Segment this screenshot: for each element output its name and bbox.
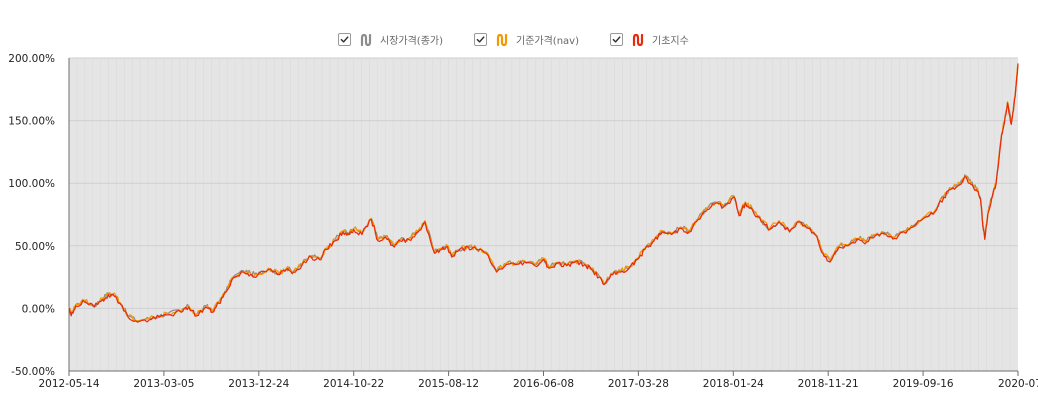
x-tick-label: 2016-06-08 <box>513 378 574 390</box>
y-tick-label: 50.00% <box>15 241 55 253</box>
y-tick-label: 200.00% <box>8 53 55 65</box>
legend-label: 기준가격(nav) <box>516 35 579 47</box>
x-tick-label: 2018-11-21 <box>798 378 859 390</box>
series-glyph-icon <box>631 32 645 47</box>
y-tick-label: 150.00% <box>8 116 55 128</box>
legend-item[interactable]: 기초지수 <box>610 28 689 50</box>
x-tick-label: 2013-03-05 <box>133 378 194 390</box>
legend-item[interactable]: 기준가격(nav) <box>474 28 579 50</box>
x-tick-label: 2013-12-24 <box>228 378 289 390</box>
series-line <box>68 64 1019 323</box>
checkbox-icon[interactable] <box>474 32 487 46</box>
y-tick-label: -50.00% <box>11 366 55 378</box>
y-tick-label: 100.00% <box>8 178 55 190</box>
legend-item[interactable]: 시장가격(종가) <box>338 28 443 50</box>
checkbox-icon[interactable] <box>610 32 623 46</box>
legend-label: 시장가격(종가) <box>380 35 444 47</box>
series-line <box>68 62 1019 322</box>
x-tick-label: 2015-08-12 <box>418 378 479 390</box>
series-glyph-icon <box>359 32 373 47</box>
legend-label: 기초지수 <box>652 35 689 47</box>
x-tick-label: 2017-03-28 <box>608 378 669 390</box>
chart-legend: 시장가격(종가) 기준가격(nav) 기초지수 <box>0 28 1038 50</box>
series-glyph-icon <box>495 32 509 47</box>
x-tick-label: 2019-09-16 <box>893 378 954 390</box>
y-tick-label: 0.00% <box>22 303 55 315</box>
x-tick-label: 2018-01-24 <box>703 378 764 390</box>
x-tick-label: 2012-05-14 <box>38 378 99 390</box>
x-tick-label: 2020-07-0 <box>998 378 1038 390</box>
checkbox-icon[interactable] <box>338 32 351 46</box>
x-tick-label: 2014-10-22 <box>323 378 384 390</box>
